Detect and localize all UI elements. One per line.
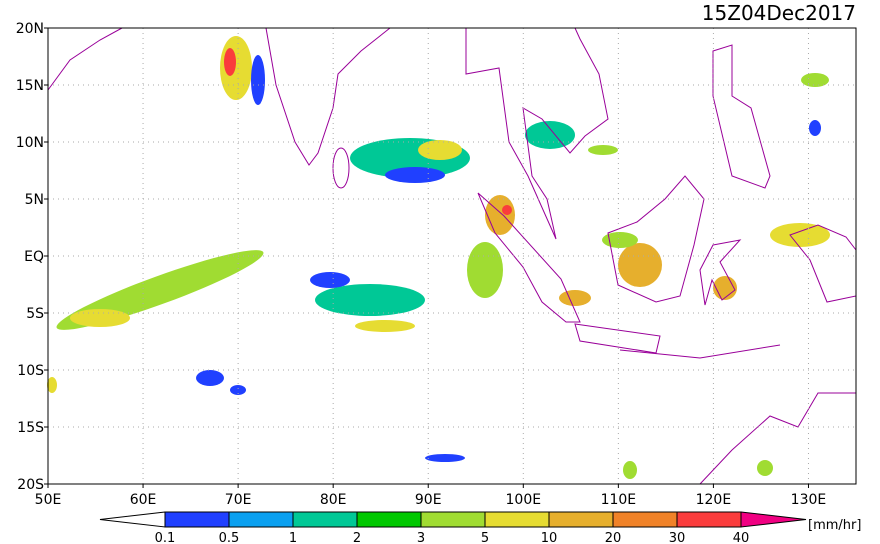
rain-area	[809, 120, 821, 136]
coastline	[332, 147, 350, 189]
coastline	[574, 323, 661, 354]
rain-area	[618, 243, 662, 287]
coastlines	[47, 27, 857, 485]
colorbar-label: 40	[733, 531, 750, 544]
lat-tick-label: 5S	[26, 306, 44, 322]
colorbar-segment	[356, 511, 422, 528]
coastline	[465, 27, 609, 240]
coastline	[619, 344, 781, 359]
rain-area	[251, 55, 265, 105]
lat-tick-label: 10N	[16, 135, 44, 151]
rain-area	[385, 167, 445, 183]
rain-area	[623, 461, 637, 479]
lat-tick-label: 15S	[17, 420, 44, 436]
lon-tick-label: 70E	[225, 492, 252, 508]
rain-area	[47, 377, 57, 393]
colorbar-segment	[548, 511, 614, 528]
lat-tick-label: 10S	[17, 363, 44, 379]
colorbar-segment	[484, 511, 550, 528]
rain-area	[230, 385, 246, 395]
colorbar-segment	[676, 511, 742, 528]
lon-tick-label: 60E	[130, 492, 157, 508]
colorbar-arrow	[99, 511, 166, 528]
colorbar-segment	[228, 511, 294, 528]
rain-area	[196, 370, 224, 386]
rain-area	[770, 223, 830, 247]
rain-area	[315, 284, 425, 316]
colorbar-label: 1	[289, 531, 297, 544]
rain-area	[502, 205, 512, 215]
rain-area	[425, 454, 465, 462]
colorbar-label: 30	[669, 531, 686, 544]
lat-tick-label: 20N	[16, 21, 44, 37]
lon-tick-label: 120E	[696, 492, 732, 508]
colorbar-label: 3	[417, 531, 425, 544]
coastline	[712, 44, 771, 189]
lon-tick-label: 100E	[506, 492, 542, 508]
lon-tick-label: 110E	[601, 492, 637, 508]
coastline	[699, 239, 742, 306]
rain-area	[467, 242, 503, 298]
coastline	[477, 192, 581, 323]
lat-tick-label: 5N	[25, 192, 44, 208]
grid: 50E 60E 70E 80E 90E 100E 110E 120E 130E 20N 15N 10N…	[16, 21, 856, 508]
rain-area	[757, 460, 773, 476]
lat-tick-label: EQ	[24, 249, 44, 265]
colorbar-unit: [mm/hr]	[808, 518, 861, 533]
colorbar-label: 5	[481, 531, 489, 544]
lat-tick-label: 15N	[16, 78, 44, 94]
lon-tick-label: 130E	[791, 492, 827, 508]
rain-area	[801, 73, 829, 87]
rain-area	[70, 309, 130, 327]
colorbar-arrow	[740, 511, 807, 528]
rain-area	[588, 145, 618, 155]
rain-area	[485, 195, 515, 235]
rain-area	[525, 121, 575, 149]
lon-tick-label: 90E	[415, 492, 442, 508]
map-frame	[47, 27, 857, 485]
rain-area	[559, 290, 591, 306]
rain-area	[224, 48, 236, 76]
map-title: 15Z04Dec2017	[702, 1, 856, 25]
colorbar-label: 20	[605, 531, 622, 544]
coastline	[607, 175, 705, 303]
rain-area	[418, 140, 462, 160]
coastline	[699, 392, 856, 485]
lat-tick-label: 20S	[17, 477, 44, 493]
lon-tick-label: 50E	[35, 492, 62, 508]
rain-areas	[47, 36, 830, 479]
rain-area	[310, 272, 350, 288]
colorbar-segment	[164, 511, 230, 528]
colorbar-label: 10	[541, 531, 558, 544]
colorbar: 0.1 0.5 1 2 3 5 10 20 30 40 [mm/hr]	[99, 511, 861, 544]
colorbar-segment	[612, 511, 678, 528]
colorbar-label: 2	[353, 531, 361, 544]
colorbar-segment	[420, 511, 486, 528]
colorbar-label: 0.5	[219, 531, 240, 544]
colorbar-segment	[292, 511, 358, 528]
coastline	[47, 27, 123, 91]
rain-area	[602, 232, 638, 248]
coastline	[265, 27, 391, 166]
colorbar-label: 0.1	[155, 531, 176, 544]
rain-area	[355, 320, 415, 332]
lon-tick-label: 80E	[320, 492, 347, 508]
